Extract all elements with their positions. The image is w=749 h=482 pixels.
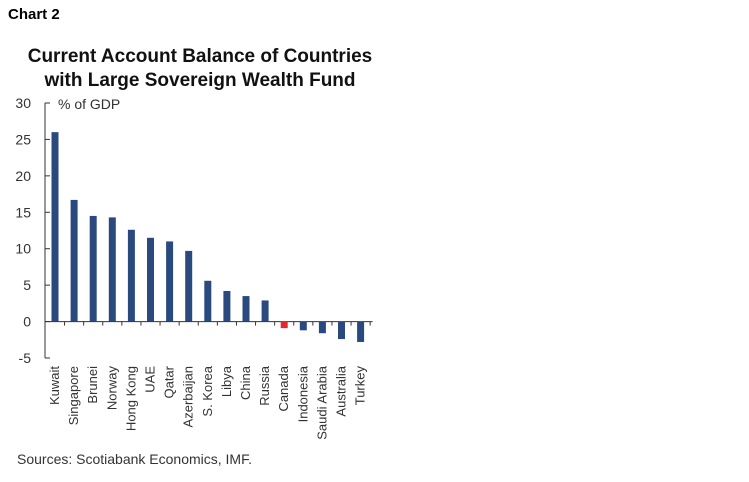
- x-tick-label: Brunei: [85, 366, 100, 404]
- x-tick-label: Qatar: [162, 365, 177, 398]
- y-axis-unit-label: % of GDP: [58, 96, 120, 112]
- y-tick-label: 10: [15, 241, 31, 257]
- x-tick-label: Kuwait: [47, 366, 62, 405]
- y-tick-label: 15: [15, 204, 31, 220]
- x-tick-label: Hong Kong: [123, 366, 138, 431]
- bar-kuwait: [51, 132, 59, 322]
- source-note: Sources: Scotiabank Economics, IMF.: [17, 451, 252, 467]
- bar-turkey: [357, 321, 365, 342]
- chart-title-line-2: with Large Sovereign Wealth Fund: [43, 70, 355, 91]
- bar-qatar: [166, 241, 174, 322]
- bar-saudi-arabia: [318, 321, 326, 334]
- y-tick-label: 20: [15, 168, 31, 184]
- x-tick-label: Indonesia: [295, 365, 310, 422]
- bar-australia: [338, 321, 345, 340]
- x-tick-label: China: [238, 365, 253, 400]
- bar-s-korea: [204, 280, 212, 322]
- y-tick-label: 25: [15, 131, 31, 147]
- bar-singapore: [70, 199, 78, 322]
- chart-label: Chart 2: [8, 6, 60, 23]
- bar-china: [242, 296, 250, 322]
- x-tick-label: Canada: [276, 365, 291, 411]
- chart-title-line-1: Current Account Balance of Countries: [28, 46, 373, 67]
- x-tick-label: Libya: [219, 365, 234, 397]
- x-tick-label: S. Korea: [200, 365, 215, 416]
- x-tick-label: Saudi Arabia: [314, 365, 329, 439]
- y-axis: 30 25 20 15 10 5 0 -5: [15, 95, 373, 366]
- bar-libya: [223, 290, 231, 322]
- bar-azerbaijan: [185, 250, 193, 322]
- bars: [51, 132, 371, 342]
- bar-brunei: [89, 215, 97, 322]
- x-tick-label: Azerbaijan: [181, 366, 196, 427]
- bar-norway: [108, 217, 116, 322]
- x-tick-label: UAE: [143, 366, 158, 393]
- bar-hong-kong: [127, 229, 135, 322]
- bar-russia: [261, 300, 269, 322]
- y-tick-label: -5: [19, 350, 32, 366]
- x-tick-label: Australia: [334, 365, 349, 416]
- x-tick-label: Turkey: [353, 366, 368, 406]
- bar-uae: [147, 237, 154, 322]
- x-tick-label: Russia: [257, 365, 272, 406]
- x-tick-label: Singapore: [66, 366, 81, 425]
- bar-indonesia: [299, 321, 307, 331]
- y-tick-label: 0: [23, 314, 31, 330]
- x-tick-label: Norway: [104, 366, 119, 411]
- y-tick-label: 5: [23, 277, 31, 293]
- x-axis-labels: Kuwait Singapore Brunei Norway Hong Kong UAE Q…: [47, 365, 368, 440]
- y-tick-label: 30: [15, 95, 31, 111]
- bar-canada: [280, 321, 288, 329]
